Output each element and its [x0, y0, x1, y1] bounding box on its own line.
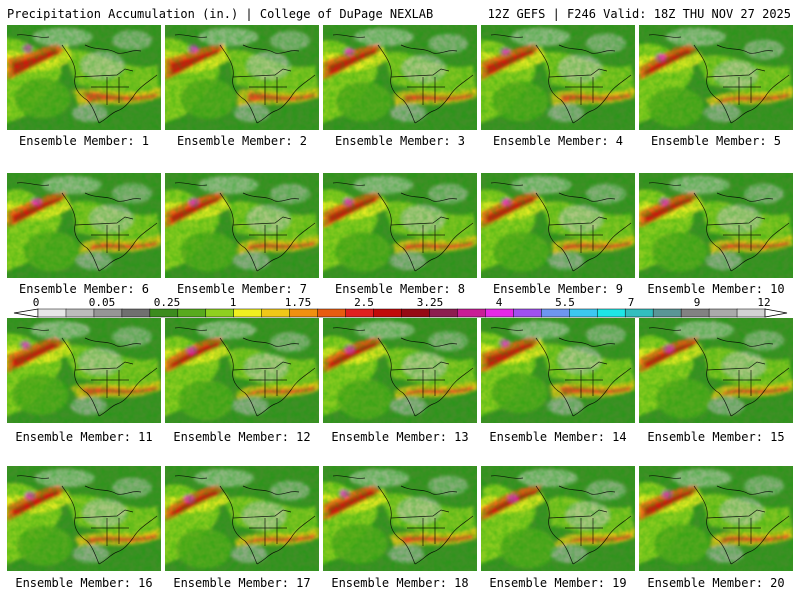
colorbar-swatch: [569, 308, 598, 318]
colorbar-swatch: [345, 308, 375, 318]
colorbar-tick-label: 0.25: [154, 296, 181, 309]
precip-colorbar: 0 0.05 0.25 1 1.75 2.5 3.25 4 5.5 7 9 12: [13, 296, 788, 318]
colorbar-swatch: [317, 308, 347, 318]
map-title: Precipitation Accumulation (in.) | Colle…: [7, 7, 434, 21]
ensemble-caption: Ensemble Member: 7: [176, 282, 308, 296]
colorbar-right-arrow: [764, 308, 788, 318]
colorbar-tick-label: 9: [694, 296, 701, 309]
ensemble-map-3: [323, 25, 477, 130]
colorbar-swatch: [513, 308, 542, 318]
ensemble-caption: Ensemble Member: 3: [334, 134, 466, 148]
colorbar-swatch: [37, 308, 67, 318]
colorbar-tick-label: 7: [628, 296, 635, 309]
colorbar-swatch: [65, 308, 95, 318]
colorbar-tick-label: 12: [757, 296, 770, 309]
colorbar-swatch: [624, 308, 654, 318]
ensemble-caption: Ensemble Member: 5: [650, 134, 782, 148]
ensemble-caption: Ensemble Member: 14: [489, 430, 627, 444]
colorbar-swatch: [121, 308, 151, 318]
ensemble-map-6: [7, 173, 161, 278]
ensemble-caption: Ensemble Member: 19: [489, 576, 627, 590]
colorbar-tick-label: 2.5: [354, 296, 374, 309]
ensemble-map-18: [323, 466, 477, 571]
colorbar-swatch: [233, 308, 263, 318]
colorbar-tick-label: 0.05: [89, 296, 116, 309]
colorbar-tick-label: 3.25: [417, 296, 444, 309]
ensemble-caption: Ensemble Member: 17: [173, 576, 311, 590]
ensemble-map-17: [165, 466, 319, 571]
ensemble-map-12: [165, 318, 319, 423]
ensemble-map-7: [165, 173, 319, 278]
colorbar-swatch: [261, 308, 291, 318]
ensemble-map-9: [481, 173, 635, 278]
ensemble-map-4: [481, 25, 635, 130]
colorbar-swatch: [289, 308, 319, 318]
colorbar-swatch: [736, 308, 766, 318]
ensemble-map-20: [639, 466, 793, 571]
colorbar-swatch: [149, 308, 179, 318]
ensemble-caption: Ensemble Member: 18: [331, 576, 469, 590]
colorbar-swatch: [205, 308, 235, 318]
ensemble-map-15: [639, 318, 793, 423]
colorbar-swatch: [429, 308, 458, 318]
colorbar-swatch: [485, 308, 514, 318]
colorbar-swatch: [596, 308, 626, 318]
ensemble-caption: Ensemble Member: 1: [18, 134, 150, 148]
ensemble-caption: Ensemble Member: 8: [334, 282, 466, 296]
ensemble-caption: Ensemble Member: 6: [18, 282, 150, 296]
ensemble-map-19: [481, 466, 635, 571]
ensemble-caption: Ensemble Member: 2: [176, 134, 308, 148]
ensemble-caption: Ensemble Member: 13: [331, 430, 469, 444]
ensemble-map-11: [7, 318, 161, 423]
colorbar-swatch: [177, 308, 207, 318]
ensemble-map-2: [165, 25, 319, 130]
ensemble-map-5: [639, 25, 793, 130]
colorbar-tick-label: 5.5: [555, 296, 575, 309]
ensemble-map-16: [7, 466, 161, 571]
ensemble-caption: Ensemble Member: 10: [647, 282, 785, 296]
colorbar-swatch: [457, 308, 486, 318]
run-info: 12Z GEFS | F246 Valid: 18Z THU NOV 27 20…: [487, 7, 791, 21]
ensemble-map-13: [323, 318, 477, 423]
colorbar-left-arrow: [13, 308, 39, 318]
ensemble-caption: Ensemble Member: 15: [647, 430, 785, 444]
ensemble-map-14: [481, 318, 635, 423]
ensemble-caption: Ensemble Member: 9: [492, 282, 624, 296]
colorbar-swatch: [93, 308, 123, 318]
ensemble-caption: Ensemble Member: 12: [173, 430, 311, 444]
colorbar-swatch: [401, 308, 431, 318]
colorbar-tick-label: 4: [496, 296, 503, 309]
colorbar-swatch: [680, 308, 710, 318]
colorbar-tick-label: 1: [230, 296, 237, 309]
ensemble-map-8: [323, 173, 477, 278]
colorbar-swatch: [373, 308, 403, 318]
colorbar-swatch: [708, 308, 738, 318]
colorbar-tick-label: 1.75: [285, 296, 312, 309]
ensemble-caption: Ensemble Member: 20: [647, 576, 785, 590]
ensemble-caption: Ensemble Member: 16: [15, 576, 153, 590]
ensemble-map-1: [7, 25, 161, 130]
colorbar-tick-label: 0: [33, 296, 40, 309]
colorbar-swatch: [541, 308, 570, 318]
ensemble-caption: Ensemble Member: 11: [15, 430, 153, 444]
ensemble-caption: Ensemble Member: 4: [492, 134, 624, 148]
ensemble-map-10: [639, 173, 793, 278]
colorbar-swatch: [652, 308, 682, 318]
